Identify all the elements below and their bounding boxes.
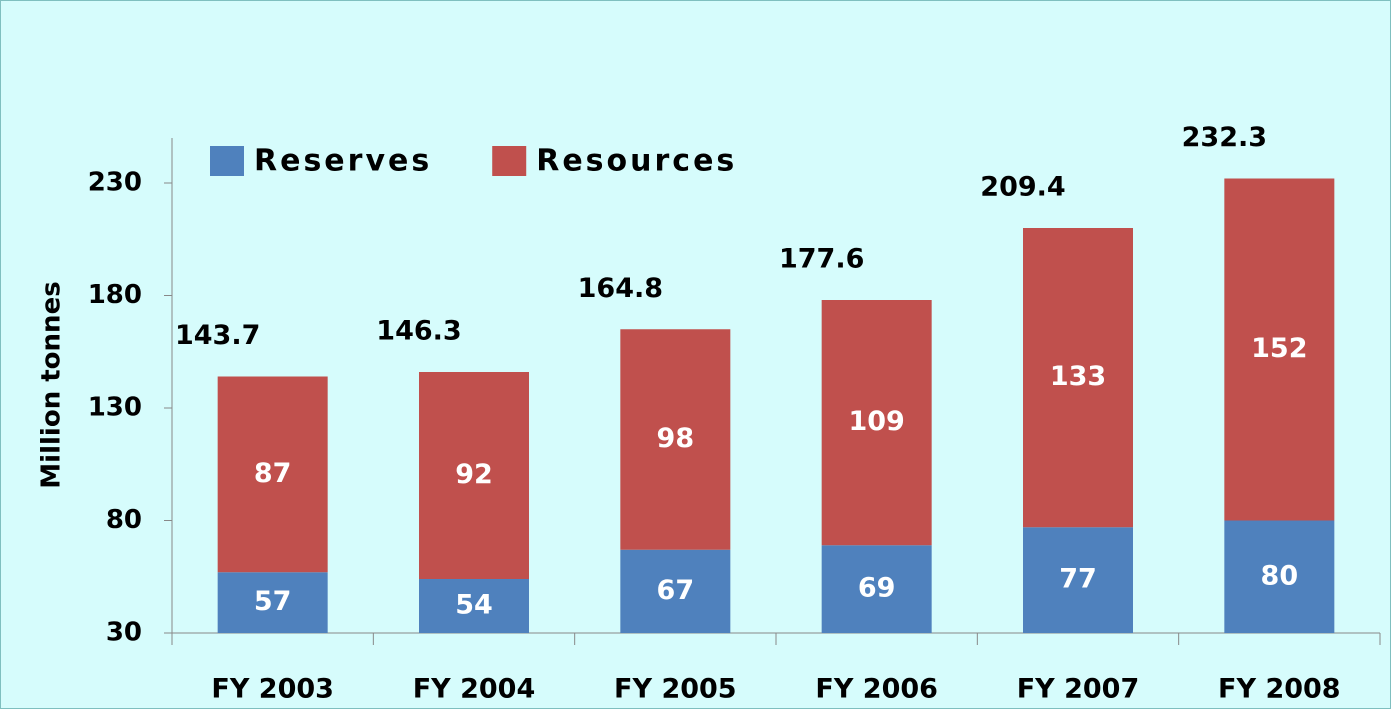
x-tick-label: FY 2003 xyxy=(211,674,334,705)
x-tick-label: FY 2005 xyxy=(614,674,737,705)
bar-segment xyxy=(1023,228,1133,528)
y-tick-label: 180 xyxy=(88,280,142,310)
bar-segment xyxy=(620,549,731,633)
bar-segment xyxy=(217,572,328,633)
y-tick-label: 30 xyxy=(106,618,142,648)
bar-segment xyxy=(1224,178,1335,521)
bar-segment xyxy=(821,545,932,633)
data-label: 133 xyxy=(1050,361,1106,392)
data-label: 69 xyxy=(858,573,896,604)
y-tick-label: 130 xyxy=(88,393,142,423)
bar-segment xyxy=(1023,527,1133,633)
y-tick-label: 80 xyxy=(106,505,142,535)
bar-segment xyxy=(1224,520,1335,633)
bar-segment xyxy=(419,372,529,579)
legend-swatch xyxy=(492,146,527,176)
data-label: 67 xyxy=(657,575,695,606)
x-tick-label: FY 2006 xyxy=(815,674,938,705)
total-label: 164.8 xyxy=(578,273,663,304)
y-axis-title: Million tonnes xyxy=(37,281,67,488)
bars xyxy=(217,178,1335,633)
x-tick-label: FY 2007 xyxy=(1017,674,1140,705)
data-label: 80 xyxy=(1261,560,1299,591)
x-tick-label: FY 2004 xyxy=(413,674,536,705)
total-label: 232.3 xyxy=(1182,122,1267,153)
bar-segment xyxy=(217,376,328,573)
total-label: 209.4 xyxy=(980,172,1065,203)
data-label: 109 xyxy=(848,406,904,437)
data-label: 92 xyxy=(455,459,493,490)
data-label: 57 xyxy=(254,586,292,617)
y-tick-label: 230 xyxy=(88,168,142,198)
data-label: 54 xyxy=(455,590,493,621)
total-label: 146.3 xyxy=(376,316,461,347)
bar-segment xyxy=(620,329,731,550)
bar-segment xyxy=(419,579,529,633)
total-label: 177.6 xyxy=(779,244,864,275)
x-tick-label: FY 2008 xyxy=(1218,674,1341,705)
data-label: 77 xyxy=(1059,564,1097,595)
bar-segment xyxy=(821,300,932,546)
data-label: 87 xyxy=(254,458,292,489)
legend-swatch xyxy=(210,146,244,176)
total-label: 143.7 xyxy=(175,320,260,351)
data-label: 152 xyxy=(1251,333,1307,364)
legend-label: Resources xyxy=(536,144,737,179)
data-label: 98 xyxy=(657,423,695,454)
legend-label: Reserves xyxy=(254,144,432,179)
